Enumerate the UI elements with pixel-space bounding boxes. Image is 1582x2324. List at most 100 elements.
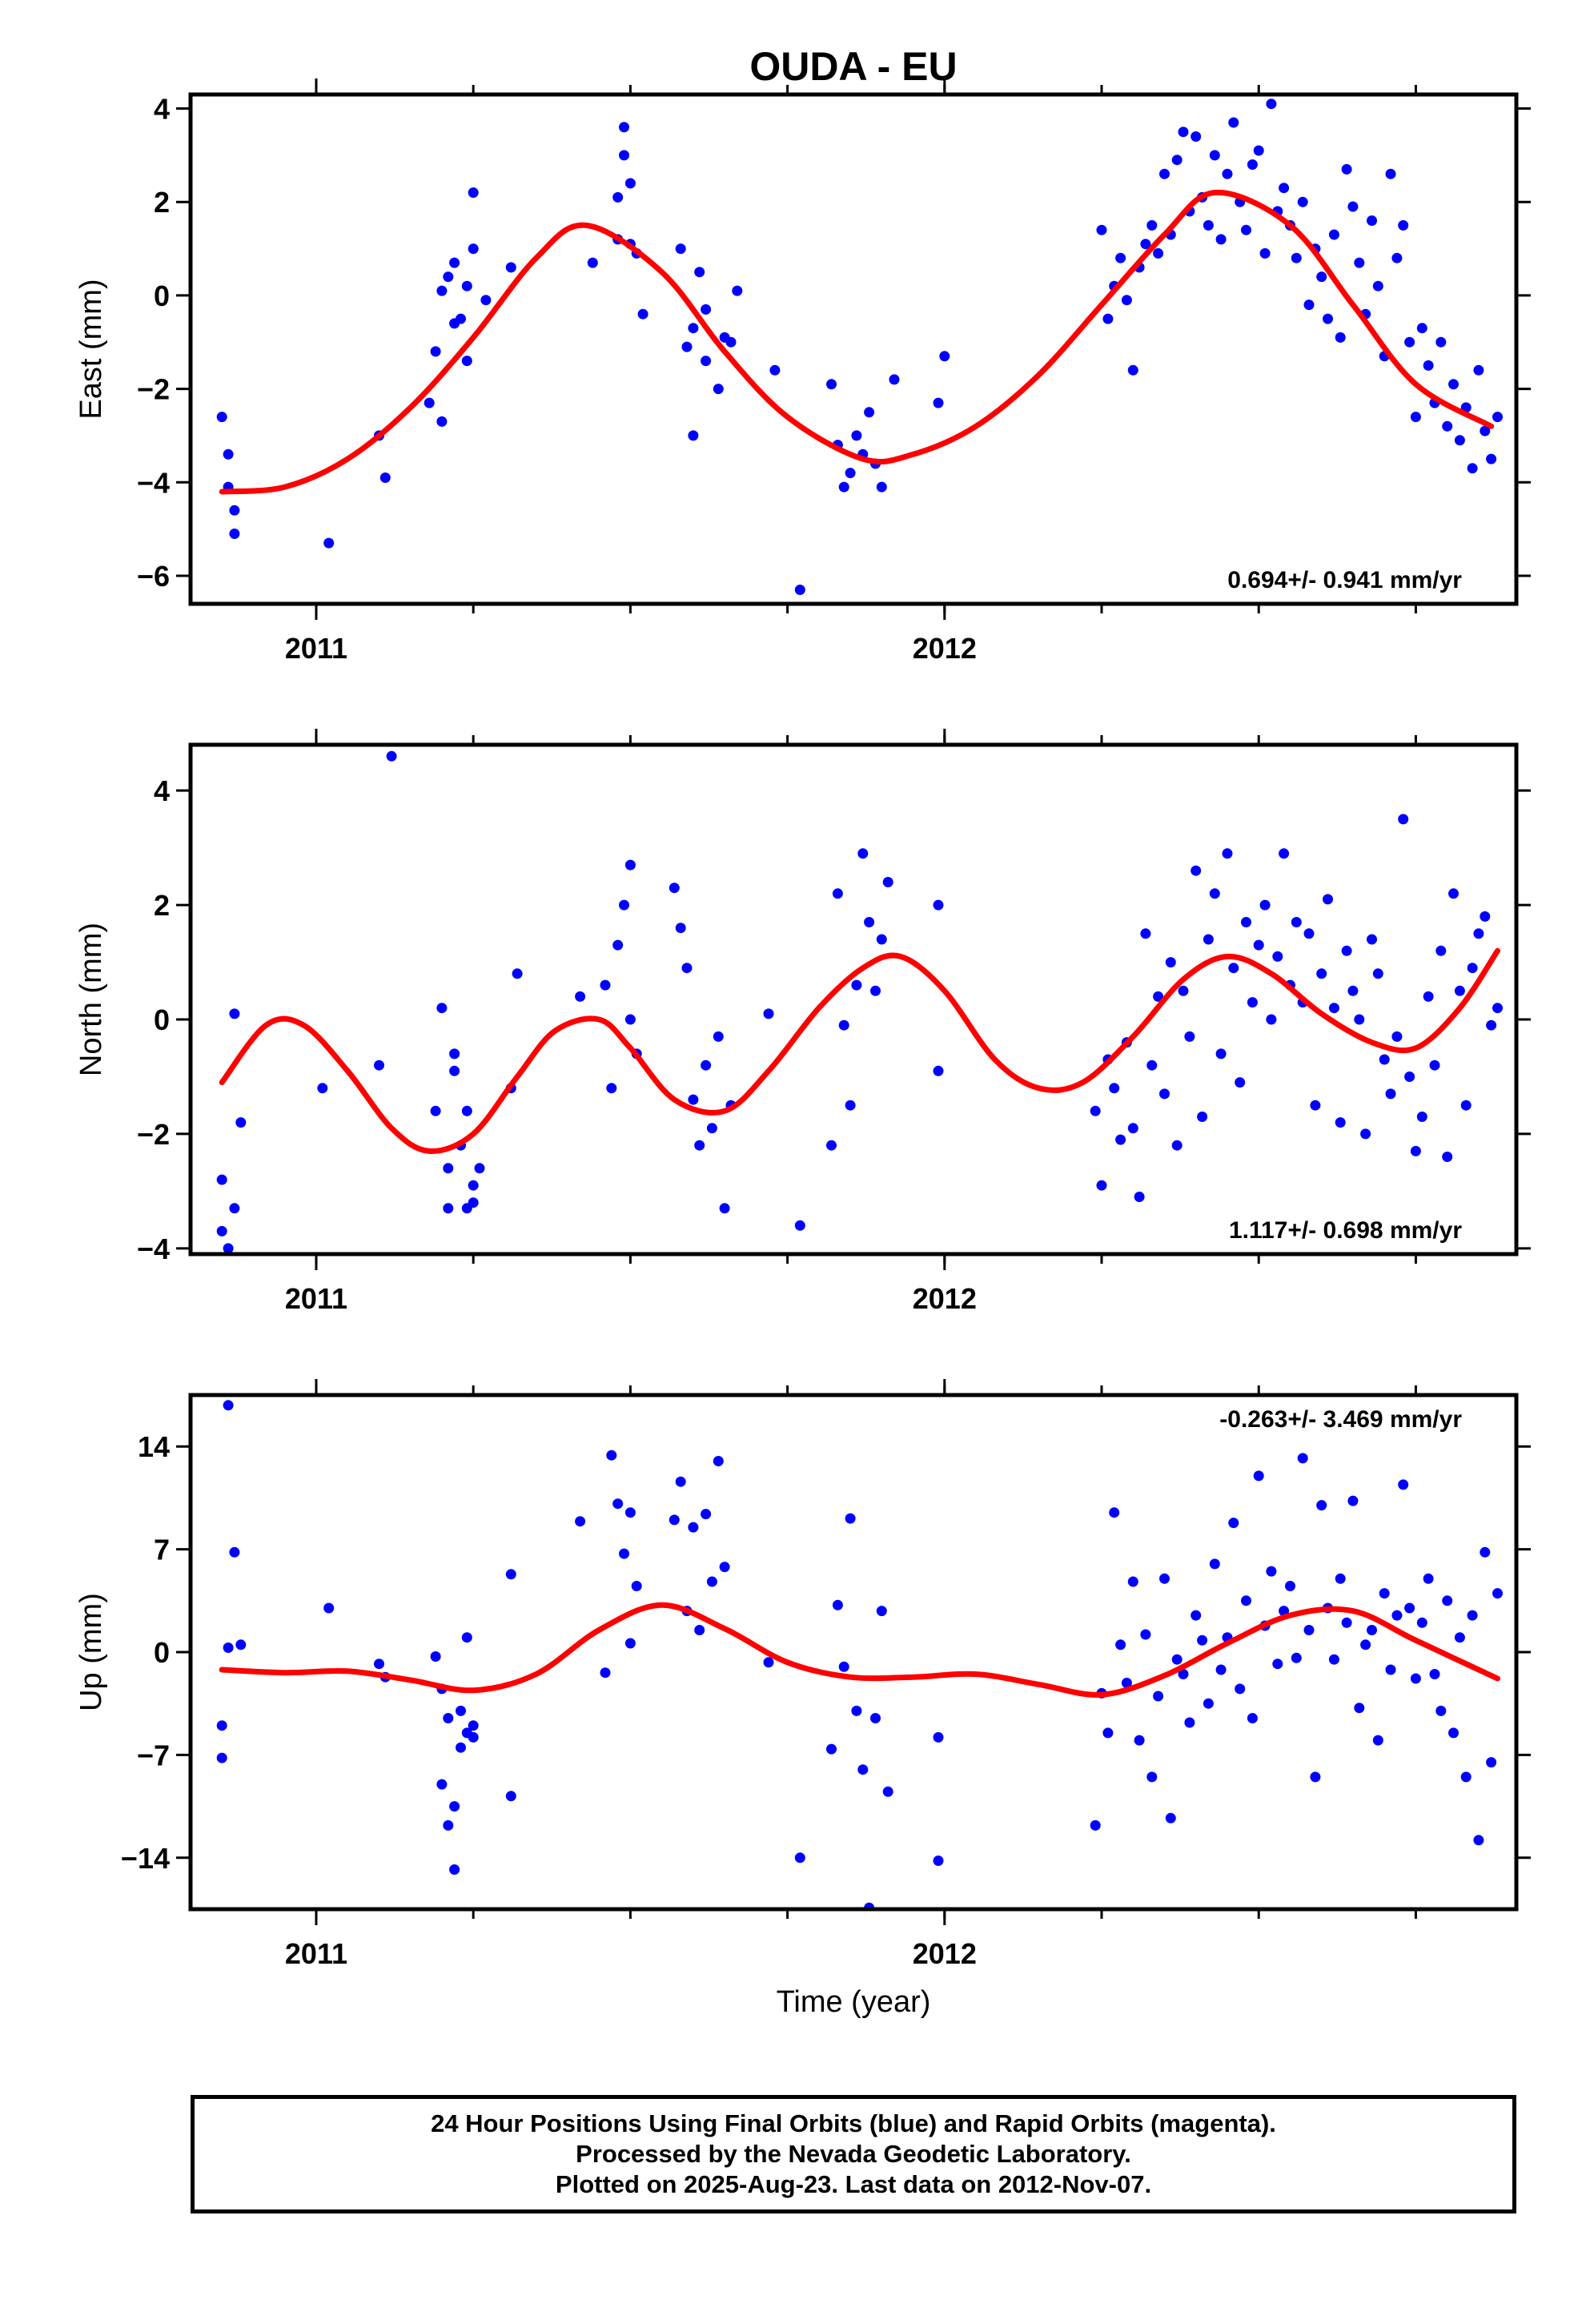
data-point (235, 1639, 247, 1651)
data-point (449, 1864, 460, 1875)
data-point (223, 1642, 234, 1653)
data-point (1115, 1134, 1126, 1145)
footer-line-2: Processed by the Nevada Geodetic Laborat… (576, 2140, 1131, 2168)
data-point (688, 430, 699, 441)
data-point (461, 1105, 472, 1116)
data-point (1266, 99, 1277, 110)
data-point (1090, 1105, 1101, 1116)
data-point (468, 187, 479, 198)
data-point (669, 1514, 680, 1526)
data-point (1442, 1595, 1453, 1606)
data-point (1372, 968, 1383, 979)
data-point (1303, 1625, 1315, 1635)
data-point (619, 1548, 629, 1559)
data-point (235, 1117, 247, 1128)
data-point (1121, 1678, 1132, 1688)
data-point (1209, 150, 1220, 161)
data-point (1486, 1757, 1497, 1768)
data-point (468, 243, 479, 255)
data-point (436, 285, 448, 296)
data-point (694, 1140, 705, 1151)
data-point (838, 1019, 849, 1031)
data-point (1473, 364, 1484, 376)
seasonal-model-line (219, 189, 1495, 495)
data-point (1316, 271, 1327, 283)
data-point (1410, 412, 1421, 423)
y-tick-label: −4 (137, 1232, 170, 1265)
data-point (1367, 1625, 1377, 1635)
data-point (317, 1083, 328, 1094)
data-point (933, 1731, 944, 1743)
data-point (1209, 1558, 1220, 1570)
data-point (1341, 163, 1352, 175)
data-point (1222, 848, 1233, 859)
y-tick-label: 0 (154, 279, 170, 312)
data-point (857, 848, 869, 859)
data-point (456, 313, 466, 324)
data-point (637, 308, 648, 320)
data-point (449, 1048, 460, 1059)
data-point (1416, 323, 1427, 334)
data-point (864, 917, 875, 927)
data-point (624, 1638, 636, 1649)
data-point (838, 1661, 849, 1672)
panel-frame (188, 742, 1519, 1256)
data-point (505, 262, 516, 273)
data-point (1102, 1727, 1114, 1739)
data-point (1203, 219, 1214, 231)
data-point (1253, 145, 1264, 156)
data-point (713, 1456, 724, 1466)
data-point (1448, 1727, 1459, 1739)
data-point (443, 1819, 454, 1831)
data-point (725, 336, 737, 348)
data-point (1165, 1812, 1176, 1823)
data-point (1140, 928, 1151, 939)
data-point (1398, 814, 1409, 825)
data-point (443, 1163, 454, 1174)
data-point (216, 1752, 227, 1763)
data-point (229, 1008, 240, 1019)
data-point (1115, 1639, 1126, 1651)
data-point (1367, 934, 1377, 945)
plot-area (216, 750, 1503, 1254)
data-point (1454, 435, 1465, 446)
data-point (1209, 888, 1220, 899)
data-point (1247, 159, 1258, 170)
data-point (1467, 1610, 1478, 1621)
data-point (1121, 295, 1132, 306)
x-tick-label: 2012 (913, 1937, 977, 1970)
data-point (1291, 917, 1302, 927)
data-point (449, 257, 460, 268)
data-point (1109, 1507, 1120, 1518)
data-point (882, 1786, 893, 1797)
data-point (1159, 168, 1170, 179)
data-point (845, 468, 856, 479)
data-point (1241, 917, 1251, 927)
data-point (468, 1197, 479, 1208)
y-axis-label: North (mm) (74, 923, 108, 1076)
data-point (1266, 1566, 1277, 1577)
data-point (694, 267, 705, 278)
data-point (1102, 313, 1114, 324)
data-point (701, 1059, 712, 1071)
data-point (1215, 1664, 1227, 1675)
data-point (229, 505, 240, 516)
data-point (1146, 1771, 1158, 1783)
data-point (681, 963, 693, 974)
panel-frame (188, 1393, 1519, 1912)
data-point (675, 243, 686, 255)
y-tick-label: −14 (121, 1842, 170, 1875)
panel-1: 2011 2012 −4 −2 0 2 4 North (mm) 1.117+/- 0.698 … (74, 729, 1531, 1315)
data-point (1297, 1453, 1308, 1464)
data-point (480, 295, 492, 306)
data-point (1127, 1123, 1138, 1134)
data-point (1171, 155, 1182, 166)
processing-info-box: 24 Hour Positions Using Final Orbits (bl… (191, 2095, 1516, 2213)
data-point (1203, 934, 1214, 945)
data-point (1460, 1771, 1472, 1783)
data-point (1448, 888, 1459, 899)
data-point (876, 481, 887, 493)
data-point (1247, 997, 1258, 1008)
data-point (1096, 224, 1107, 235)
data-point (1316, 968, 1327, 979)
